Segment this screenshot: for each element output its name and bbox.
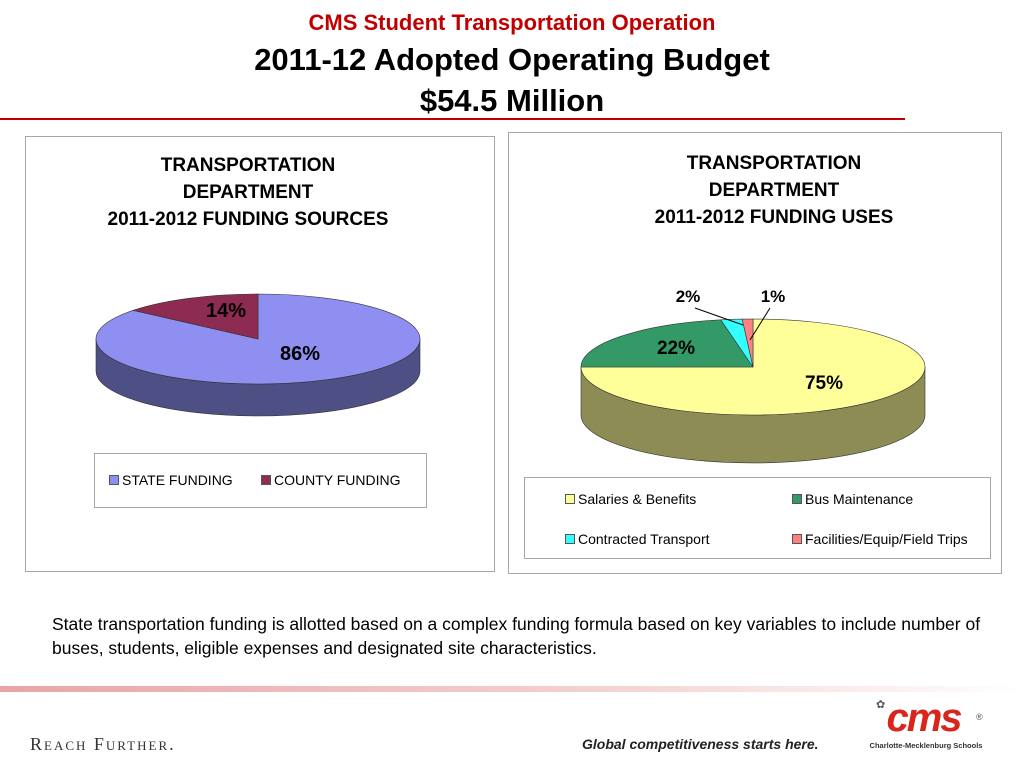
legend-label-facilities: Facilities/Equip/Field Trips	[805, 531, 968, 547]
legend-swatch-facilities	[792, 534, 802, 544]
data-label-state-funding: 86%	[280, 343, 320, 365]
data-label-contracted-transport: 2%	[676, 287, 701, 306]
legend-item-bus-maintenance: Bus Maintenance	[792, 491, 913, 507]
legend-item-contracted-transport: Contracted Transport	[565, 531, 710, 547]
funding-sources-chart-title: TRANSPORTATION DEPARTMENT 2011-2012 FUND…	[107, 155, 389, 230]
logo-wordmark: cms	[886, 696, 962, 740]
footer-slogan: Global competitiveness starts here.	[582, 736, 819, 752]
legend-label-contracted-transport: Contracted Transport	[578, 531, 710, 547]
footer-divider	[0, 686, 1024, 692]
legend-item-county-funding: COUNTY FUNDING	[261, 472, 401, 488]
legend-swatch-contracted-transport	[565, 534, 575, 544]
registered-mark: ®	[976, 712, 983, 722]
funding-uses-legend: Salaries & Benefits Bus Maintenance Cont…	[524, 477, 991, 559]
pie-slice-bus-maintenance	[580, 319, 754, 368]
data-label-bus-maintenance: 22%	[657, 338, 695, 359]
legend-item-facilities: Facilities/Equip/Field Trips	[792, 531, 968, 547]
header-divider	[0, 118, 905, 120]
apple-icon: ✿	[876, 699, 886, 711]
legend-item-salaries: Salaries & Benefits	[565, 491, 696, 507]
logo-subtitle: Charlotte-Mecklenburg Schools	[869, 741, 983, 750]
legend-item-state-funding: STATE FUNDING	[109, 472, 233, 488]
budget-amount: $54.5 Million	[419, 83, 605, 118]
funding-uses-chart-title: TRANSPORTATION DEPARTMENT 2011-2012 FUND…	[654, 153, 894, 228]
legend-label-state-funding: STATE FUNDING	[122, 472, 233, 488]
page-title: 2011-12 Adopted Operating Budget	[254, 42, 770, 77]
legend-label-county-funding: COUNTY FUNDING	[274, 472, 401, 488]
leader-line-facilities	[749, 307, 771, 341]
legend-swatch-county-funding	[261, 475, 271, 485]
footer-tagline: Reach Further.	[30, 734, 176, 754]
cms-logo: ✿ cms ® Charlotte-Mecklenburg Schools	[866, 696, 986, 754]
funding-sources-legend: STATE FUNDING COUNTY FUNDING	[94, 453, 427, 508]
funding-formula-note: State transportation funding is allotted…	[52, 614, 981, 658]
legend-label-bus-maintenance: Bus Maintenance	[805, 491, 914, 507]
legend-label-salaries: Salaries & Benefits	[578, 491, 697, 507]
pie-slice-facilities-equip-field-trips	[741, 318, 754, 368]
data-label-facilities: 1%	[761, 287, 786, 306]
data-label-county-funding: 14%	[206, 300, 246, 322]
pie-slice-county-funding	[132, 293, 259, 340]
legend-swatch-salaries	[565, 494, 575, 504]
legend-swatch-bus-maintenance	[792, 494, 802, 504]
data-label-salaries: 75%	[805, 373, 843, 394]
leader-line-contracted-transport	[694, 307, 744, 326]
legend-swatch-state-funding	[109, 475, 119, 485]
header-subtitle: CMS Student Transportation Operation	[308, 10, 716, 35]
